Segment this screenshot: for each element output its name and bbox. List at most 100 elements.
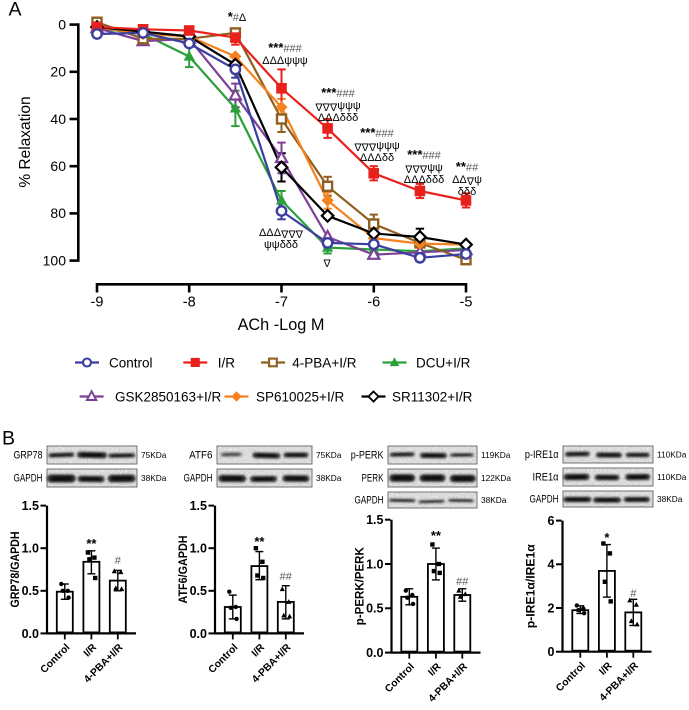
svg-text:*: * (360, 125, 366, 140)
svg-text:δ: δ (382, 152, 388, 164)
svg-text:*: * (370, 125, 376, 140)
svg-text:**: ** (431, 528, 442, 543)
svg-text:-7: -7 (275, 295, 288, 311)
svg-text:1.0: 1.0 (22, 542, 39, 556)
svg-text:0.0: 0.0 (190, 627, 207, 641)
svg-text:ψ: ψ (353, 100, 361, 112)
svg-text:ψ: ψ (300, 55, 308, 67)
svg-text:-5: -5 (460, 295, 473, 311)
svg-text:Δ: Δ (266, 227, 274, 239)
svg-text:38KDa: 38KDa (316, 473, 342, 483)
svg-text:*: * (273, 40, 279, 55)
svg-text:δ: δ (438, 174, 444, 186)
svg-text:B: B (2, 428, 15, 450)
svg-text:ATF6: ATF6 (189, 450, 212, 462)
svg-text:60: 60 (50, 158, 66, 174)
svg-text:#: # (630, 588, 637, 600)
svg-text:#: # (115, 555, 122, 567)
svg-text:#: # (422, 150, 429, 162)
svg-text:*: * (268, 40, 274, 55)
svg-text:Δ: Δ (325, 112, 333, 124)
svg-text:Δ: Δ (270, 55, 278, 67)
svg-text:2: 2 (548, 601, 555, 615)
svg-text:δ: δ (292, 239, 298, 251)
svg-text:**: ** (254, 534, 265, 549)
svg-text:6: 6 (548, 514, 555, 528)
svg-text:ψ: ψ (376, 140, 384, 152)
svg-text:##: ## (280, 571, 293, 583)
svg-text:*: * (365, 125, 371, 140)
svg-text:75KDa: 75KDa (141, 450, 167, 460)
svg-text:Δ: Δ (412, 162, 420, 174)
svg-text:ψ: ψ (264, 239, 272, 251)
svg-text:#: # (472, 162, 479, 174)
svg-text:Δ: Δ (323, 256, 331, 268)
svg-text:#: # (290, 43, 297, 55)
svg-text:75KDa: 75KDa (316, 450, 342, 460)
svg-text:0.0: 0.0 (22, 627, 39, 641)
svg-text:*: * (412, 147, 418, 162)
svg-text:Δ: Δ (452, 174, 460, 186)
svg-text:#: # (296, 43, 303, 55)
svg-text:**: ** (86, 536, 97, 551)
svg-text:-9: -9 (91, 295, 104, 311)
svg-text:PERK: PERK (362, 473, 384, 485)
svg-text:0.5: 0.5 (190, 584, 207, 598)
svg-text:Δ: Δ (239, 12, 247, 24)
svg-text:GRP78: GRP78 (14, 450, 43, 462)
svg-text:ψ: ψ (384, 140, 392, 152)
svg-text:122KDa: 122KDa (481, 473, 511, 483)
svg-text:δ: δ (432, 174, 438, 186)
svg-text:GAPDH: GAPDH (355, 495, 384, 507)
svg-text:-8: -8 (183, 295, 196, 311)
svg-text:ψ: ψ (337, 100, 345, 112)
svg-text:δ: δ (388, 152, 394, 164)
svg-text:GSK2850163+I/R: GSK2850163+I/R (115, 390, 221, 405)
svg-text:δ: δ (464, 186, 470, 198)
svg-text:#: # (336, 88, 343, 100)
svg-text:δ: δ (286, 239, 292, 251)
svg-text:119KDa: 119KDa (481, 450, 511, 460)
svg-text:Δ: Δ (459, 174, 467, 186)
svg-text:Δ: Δ (262, 55, 270, 67)
svg-text:ψ: ψ (435, 162, 443, 174)
svg-text:Δ: Δ (322, 100, 330, 112)
svg-text:#: # (429, 150, 436, 162)
svg-text:1.0: 1.0 (190, 542, 207, 556)
svg-text:δ: δ (470, 186, 476, 198)
svg-text:Δ: Δ (411, 174, 419, 186)
svg-text:*: * (417, 147, 423, 162)
svg-text:*: * (604, 530, 610, 545)
svg-text:0.5: 0.5 (366, 602, 383, 616)
svg-text:*: * (326, 85, 332, 100)
svg-text:I/R: I/R (218, 356, 236, 371)
svg-text:4: 4 (548, 558, 555, 572)
svg-text:0.0: 0.0 (366, 646, 383, 660)
svg-text:*: * (331, 85, 337, 100)
svg-text:Δ: Δ (360, 152, 368, 164)
svg-text:δ: δ (280, 239, 286, 251)
svg-text:1.5: 1.5 (366, 513, 383, 527)
svg-text:Δ: Δ (329, 100, 337, 112)
svg-text:δ: δ (458, 186, 464, 198)
svg-text:*: * (228, 9, 234, 24)
svg-text:δ: δ (346, 112, 352, 124)
svg-text:Δ: Δ (318, 112, 326, 124)
svg-text:*: * (321, 85, 327, 100)
svg-text:#: # (435, 150, 442, 162)
svg-text:Δ: Δ (419, 162, 427, 174)
svg-text:GAPDH: GAPDH (530, 494, 559, 506)
svg-text:#: # (388, 128, 395, 140)
svg-text:δ: δ (352, 112, 358, 124)
svg-text:Δ: Δ (368, 140, 376, 152)
svg-text:Δ: Δ (295, 227, 303, 239)
svg-text:40: 40 (50, 111, 66, 127)
svg-text:0.5: 0.5 (22, 584, 39, 598)
svg-text:p-IRE1α: p-IRE1α (525, 449, 559, 461)
svg-text:GRP78/GAPDH: GRP78/GAPDH (10, 532, 22, 608)
svg-text:1.5: 1.5 (190, 499, 207, 513)
svg-text:ψ: ψ (284, 55, 292, 67)
svg-text:#: # (283, 43, 290, 55)
svg-text:ATF6/GAPDH: ATF6/GAPDH (178, 536, 190, 604)
svg-text:100: 100 (43, 252, 67, 268)
